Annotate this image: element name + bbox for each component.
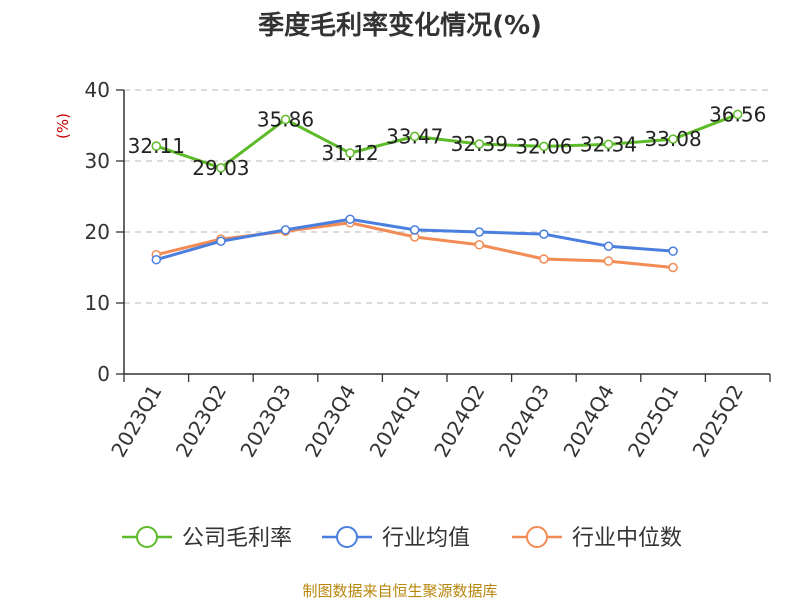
series-point: [280, 114, 291, 125]
series-point: [280, 225, 291, 235]
x-tick-label: 2024Q3: [494, 381, 554, 462]
series-point: [603, 139, 614, 150]
series-point: [216, 236, 226, 246]
series-point: [539, 141, 549, 152]
series-point: [539, 229, 549, 239]
series-point: [474, 227, 485, 237]
legend: 公司毛利率 行业均值 行业中位数: [122, 526, 682, 551]
y-tick-label: 20: [85, 220, 110, 244]
data-label: 33.08: [644, 127, 701, 151]
x-tick-label: 2025Q2: [688, 381, 748, 462]
y-axis-unit: (%): [54, 113, 72, 139]
series-point: [474, 240, 485, 250]
legend-marker: [336, 526, 358, 548]
series-point: [668, 262, 678, 273]
series-point: [151, 141, 162, 151]
y-tick-label: 10: [85, 291, 110, 315]
x-tick-label: 2024Q1: [365, 381, 425, 462]
series-lines: [151, 109, 743, 273]
y-tick-label: 0: [97, 362, 110, 386]
series-point: [409, 131, 420, 142]
legend-label: 行业中位数: [572, 526, 682, 551]
x-tick-label: 2024Q4: [558, 381, 618, 462]
x-tick-label: 2023Q3: [235, 381, 295, 462]
data-labels: 32.11 29.03 35.86 31.12 33.47 32.39 32.06 32.34…: [128, 102, 767, 179]
series-point: [345, 214, 355, 224]
data-label: 32.11: [128, 134, 185, 158]
series-point: [732, 109, 743, 120]
data-label: 33.47: [386, 124, 443, 148]
series-point: [474, 139, 485, 149]
legend-label: 公司毛利率: [182, 526, 292, 551]
data-label: 31.12: [321, 141, 378, 165]
data-label: 32.39: [451, 132, 508, 156]
x-tick-label: 2025Q1: [623, 381, 683, 462]
series-point: [539, 254, 549, 264]
legend-marker: [526, 526, 548, 548]
data-label: 35.86: [257, 107, 314, 131]
x-tick-label: 2023Q1: [106, 381, 166, 462]
data-label: 32.34: [580, 132, 637, 156]
chart-title: 季度毛利率变化情况(%): [258, 10, 542, 41]
legend-marker: [136, 526, 158, 548]
y-tick-label: 40: [85, 78, 110, 102]
data-label: 32.06: [515, 134, 572, 158]
series-point: [668, 134, 678, 144]
source-note: 制图数据来自恒生聚源数据库: [302, 582, 497, 600]
series-point: [668, 246, 678, 256]
data-label: 29.03: [192, 156, 249, 180]
y-tick-label: 30: [85, 149, 110, 173]
x-tick-label: 2024Q2: [429, 381, 489, 462]
series-point: [216, 163, 226, 173]
series-point: [345, 148, 355, 158]
series-point: [603, 241, 614, 251]
x-tick-label: 2023Q4: [300, 381, 360, 462]
series-point: [409, 225, 420, 235]
series-point: [151, 254, 162, 265]
data-label: 36.56: [709, 102, 766, 126]
legend-label: 行业均值: [382, 526, 470, 551]
series-point: [603, 256, 614, 266]
series-line: [155, 113, 739, 170]
x-tick-label: 2023Q2: [171, 381, 231, 462]
